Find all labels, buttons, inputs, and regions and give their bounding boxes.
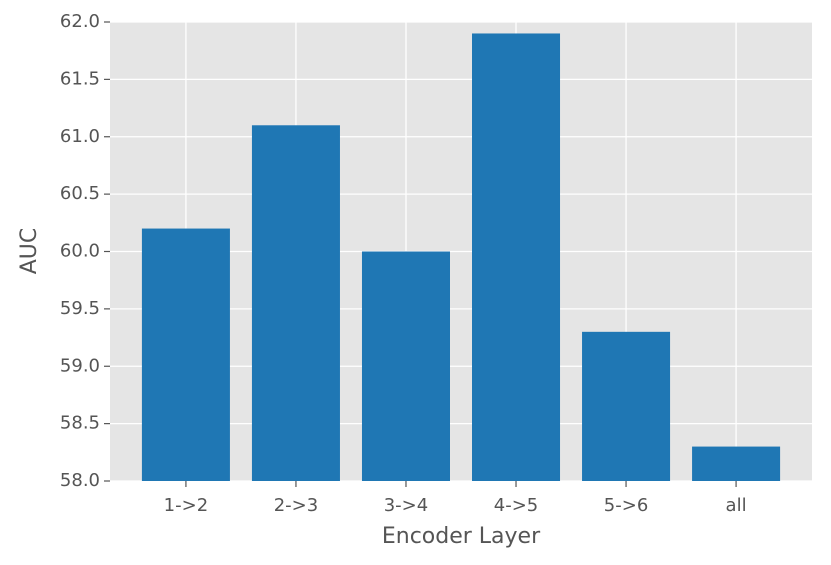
y-tick-label: 58.0 bbox=[60, 470, 100, 491]
y-tick-label: 59.5 bbox=[60, 298, 100, 319]
x-tick-label: all bbox=[726, 495, 747, 516]
bar bbox=[361, 251, 450, 481]
bar bbox=[582, 331, 671, 481]
y-tick-label: 60.0 bbox=[60, 241, 100, 262]
bar bbox=[251, 125, 340, 482]
y-tick-label: 58.5 bbox=[60, 413, 100, 434]
y-tick-label: 62.0 bbox=[60, 11, 100, 32]
y-tick-label: 61.0 bbox=[60, 126, 100, 147]
y-axis-label: AUC bbox=[17, 228, 42, 275]
y-tick-label: 60.5 bbox=[60, 183, 100, 204]
bar bbox=[141, 228, 230, 481]
y-tick-label: 61.5 bbox=[60, 68, 100, 89]
x-tick-label: 4->5 bbox=[494, 495, 538, 516]
x-tick-label: 5->6 bbox=[604, 495, 648, 516]
x-tick-label: 3->4 bbox=[384, 495, 428, 516]
x-tick-label: 2->3 bbox=[274, 495, 318, 516]
bar bbox=[692, 446, 781, 481]
y-tick-label: 59.0 bbox=[60, 355, 100, 376]
x-tick-label: 1->2 bbox=[164, 495, 208, 516]
x-axis-label: Encoder Layer bbox=[382, 524, 541, 549]
bar bbox=[472, 33, 561, 481]
bars bbox=[141, 33, 781, 482]
